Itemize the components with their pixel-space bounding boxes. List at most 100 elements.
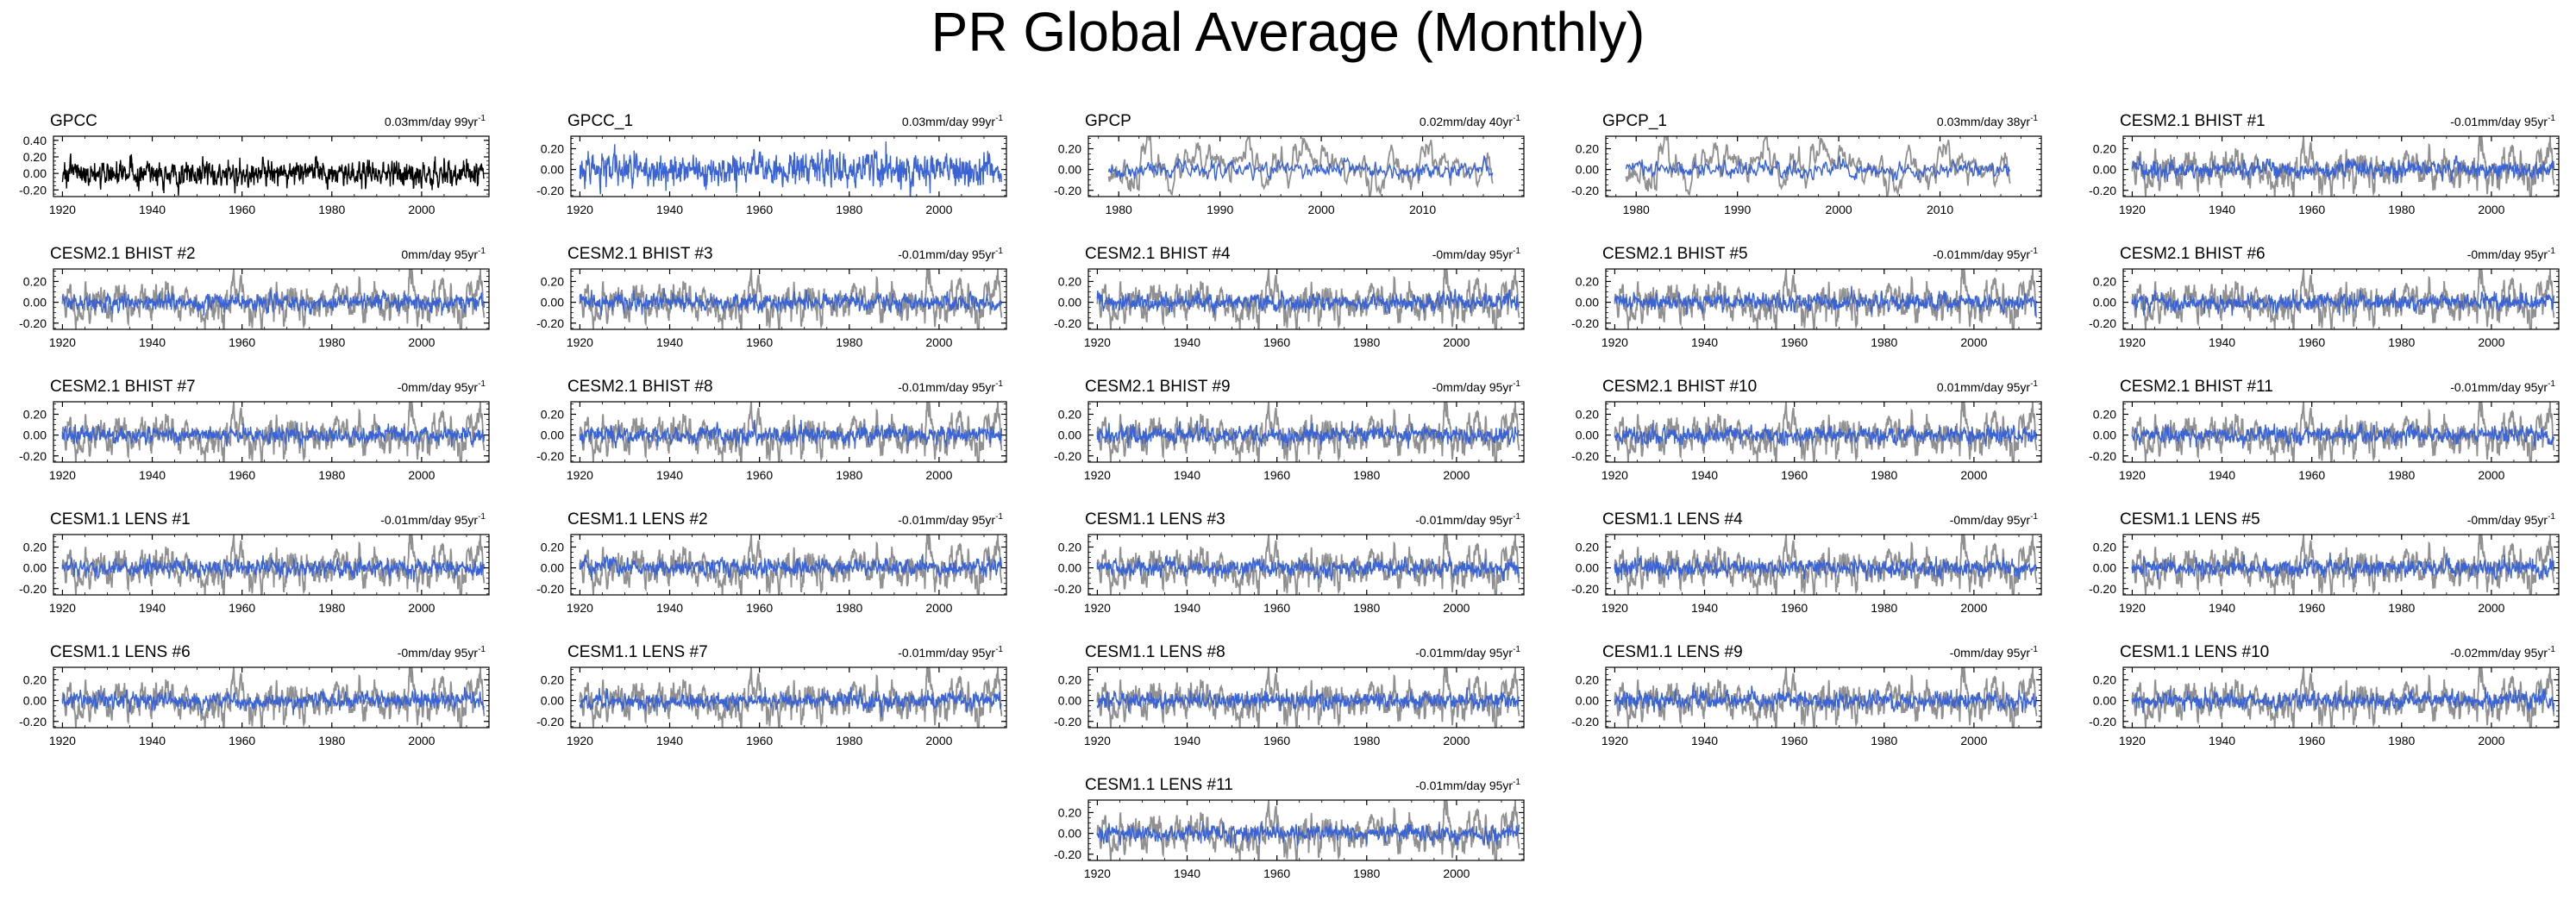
x-tick-label: 1980 <box>2388 601 2415 615</box>
x-tick-label: 1980 <box>1353 335 1380 349</box>
y-tick-label: 0.20 <box>541 141 564 155</box>
y-tick-label: -0.20 <box>1571 449 1599 463</box>
panel-title: CESM1.1 LENS #1 <box>50 510 191 529</box>
panel-title: GPCP <box>1085 112 1131 130</box>
y-tick-label: 0.00 <box>541 561 564 575</box>
y-tick-label: 0.20 <box>23 540 47 554</box>
x-tick-label: 1940 <box>139 468 166 482</box>
y-tick-label: 0.00 <box>541 296 564 310</box>
chart-panel: CESM2.1 BHIST #2 0mm/day 95yr-1 -0.20 0.00 0… <box>19 245 490 349</box>
x-tick-label: 1960 <box>1263 734 1290 747</box>
model-series-line <box>1096 820 1520 848</box>
panel-title: CESM2.1 BHIST #9 <box>1085 378 1231 396</box>
panel-title: CESM2.1 BHIST #6 <box>2120 245 2266 263</box>
x-tick-label: 1920 <box>1084 335 1111 349</box>
x-tick-label: 1920 <box>2119 468 2146 482</box>
x-tick-label: 2000 <box>1826 203 1852 216</box>
plot-frame <box>570 666 1007 729</box>
x-tick-label: 1920 <box>1084 866 1111 880</box>
y-tick-label: 0.00 <box>2093 561 2116 575</box>
x-tick-label: 1940 <box>656 468 683 482</box>
model-series-line <box>1107 155 1494 181</box>
model-series-line <box>1096 554 1520 582</box>
x-tick-label: 1920 <box>567 335 593 349</box>
plot-frame <box>2122 666 2560 729</box>
plot-frame <box>1087 534 1525 596</box>
model-series-line <box>1614 685 2038 714</box>
panel-title: CESM1.1 LENS #8 <box>1085 643 1225 661</box>
panel-title: CESM2.1 BHIST #8 <box>567 378 713 396</box>
y-tick-label: 0.40 <box>23 134 47 147</box>
panel-trend-label: -0.01mm/day 95yr-1 <box>898 512 1003 527</box>
panel-trend-label: -0.01mm/day 95yr-1 <box>1415 645 1520 660</box>
x-tick-label: 1920 <box>49 734 76 747</box>
panel-trend-label: -0.01mm/day 95yr-1 <box>898 379 1003 394</box>
y-tick-label: 0.20 <box>1058 540 1081 554</box>
panel-title: CESM2.1 BHIST #3 <box>567 245 713 263</box>
chart-panel: CESM1.1 LENS #2 -0.01mm/day 95yr-1 -0.20 0.… <box>536 510 1007 615</box>
x-tick-label: 1920 <box>1601 468 1628 482</box>
x-tick-label: 1960 <box>1263 866 1290 880</box>
panel-title: CESM2.1 BHIST #11 <box>2120 378 2273 396</box>
x-tick-label: 1980 <box>2388 734 2415 747</box>
panel-trend-label: -0mm/day 95yr-1 <box>1950 645 2039 660</box>
x-tick-label: 1980 <box>318 335 345 349</box>
chart-panel: CESM1.1 LENS #9 -0mm/day 95yr-1 -0.20 0.00 0… <box>1571 643 2042 747</box>
x-tick-label: 1920 <box>567 468 593 482</box>
y-tick-label: 0.20 <box>541 672 564 686</box>
plot-frame <box>1605 268 2042 330</box>
panel-trend-label: -0.01mm/day 95yr-1 <box>2450 114 2555 128</box>
x-tick-label: 1940 <box>1691 335 1718 349</box>
y-tick-label: -0.20 <box>19 183 47 197</box>
chart-panel: CESM2.1 BHIST #7 -0mm/day 95yr-1 -0.20 0.00… <box>19 378 490 482</box>
chart-panel: CESM1.1 LENS #10 -0.02mm/day 95yr-1 -0.20 0… <box>2089 643 2560 747</box>
x-tick-label: 1920 <box>1601 601 1628 615</box>
x-tick-label: 1960 <box>229 203 255 216</box>
x-tick-label: 1960 <box>1781 468 1808 482</box>
x-tick-label: 1980 <box>1353 734 1380 747</box>
x-tick-label: 2000 <box>1443 866 1470 880</box>
chart-panel: GPCC_1 0.03mm/day 99yr-1 -0.20 0.00 0.20 1920… <box>536 112 1007 216</box>
x-tick-label: 1940 <box>139 601 166 615</box>
plot-frame <box>570 401 1007 463</box>
x-tick-label: 1940 <box>1174 866 1200 880</box>
x-tick-label: 1940 <box>139 734 166 747</box>
y-tick-label: 0.00 <box>2093 428 2116 442</box>
plot-frame <box>53 135 490 197</box>
y-tick-label: 0.00 <box>1576 694 1599 708</box>
y-tick-label: -0.20 <box>2089 184 2116 197</box>
x-tick-label: 1980 <box>2388 203 2415 216</box>
y-tick-label: -0.20 <box>1054 184 1081 197</box>
y-tick-label: 0.00 <box>1576 163 1599 177</box>
x-tick-label: 2000 <box>408 335 435 349</box>
x-tick-label: 2000 <box>2478 203 2504 216</box>
y-tick-label: -0.20 <box>19 449 47 463</box>
y-tick-label: 0.00 <box>2093 694 2116 708</box>
plot-frame <box>53 666 490 729</box>
model-series-line <box>579 287 1002 316</box>
x-tick-label: 2000 <box>925 734 952 747</box>
model-series-line <box>579 419 1003 449</box>
panel-trend-label: -0.01mm/day 95yr-1 <box>380 512 486 527</box>
model-series-line <box>1096 289 1520 316</box>
y-tick-label: 0.00 <box>2093 296 2116 310</box>
y-tick-label: -0.20 <box>1054 582 1081 596</box>
plot-frame <box>1605 135 2042 197</box>
chart-panel: CESM2.1 BHIST #4 -0mm/day 95yr-1 -0.20 0.00… <box>1054 245 1525 349</box>
x-tick-label: 2000 <box>925 335 952 349</box>
y-tick-label: -0.20 <box>2089 715 2116 729</box>
y-tick-label: 0.20 <box>1576 672 1599 686</box>
y-tick-label: 0.00 <box>1058 694 1081 708</box>
y-tick-label: 0.20 <box>541 540 564 554</box>
y-tick-label: -0.20 <box>1571 316 1599 330</box>
y-tick-label: 0.20 <box>1576 141 1599 155</box>
ref-series-line <box>1614 269 2038 329</box>
y-tick-label: 0.00 <box>541 163 564 177</box>
plot-frame <box>570 268 1007 330</box>
plot-frame <box>570 135 1007 197</box>
chart-panel: CESM2.1 BHIST #11 -0.01mm/day 95yr-1 -0.20… <box>2089 378 2560 482</box>
model-series-line <box>61 554 486 583</box>
y-tick-label: 0.00 <box>1058 163 1081 177</box>
x-tick-label: 2000 <box>1960 468 1987 482</box>
model-series-line <box>2131 552 2555 581</box>
